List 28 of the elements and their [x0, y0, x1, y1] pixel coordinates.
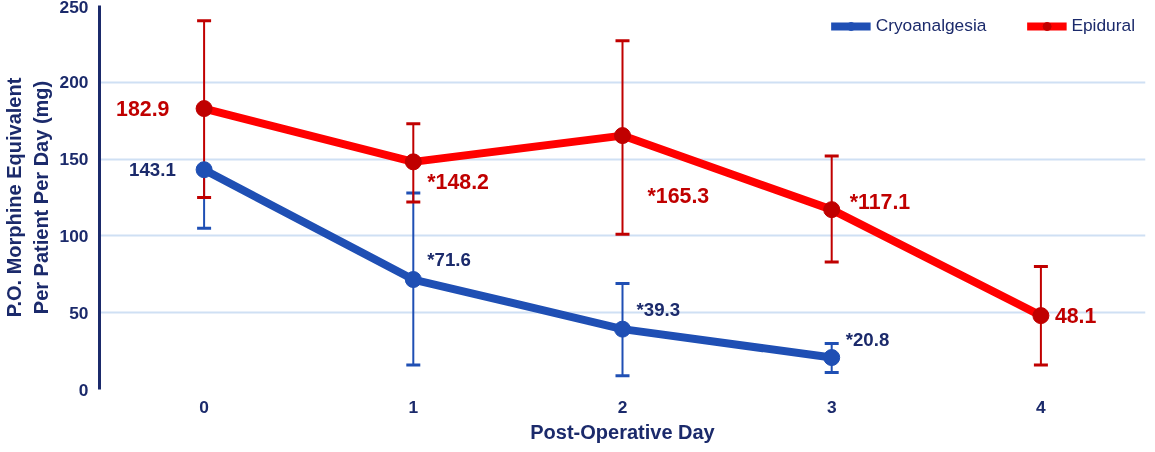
data-label: *39.3 — [636, 298, 681, 320]
point — [823, 349, 841, 367]
y-axis-title: P.O. Morphine Equivalent Per Patient Per Day (mg) — [3, 77, 52, 318]
y-tick-label: 250 — [59, 0, 89, 17]
legend-label: Cryoanalgesia — [875, 15, 987, 36]
y-tick-label: 0 — [78, 379, 89, 400]
data-label: 143.1 — [129, 159, 176, 181]
data-label: *71.6 — [427, 249, 471, 271]
data-label: *20.8 — [845, 329, 890, 351]
x-tick-label: 4 — [1036, 396, 1047, 417]
x-tick-label: 1 — [408, 396, 419, 417]
x-axis-title: Post-Operative Day — [530, 420, 716, 443]
x-tick-label: 0 — [199, 396, 209, 417]
data-label: *117.1 — [849, 189, 911, 214]
y-tick-label: 150 — [59, 149, 89, 170]
point — [404, 271, 422, 289]
data-label: 48.1 — [1054, 304, 1097, 329]
point — [195, 161, 213, 179]
point — [614, 320, 631, 338]
y-tick-label: 200 — [59, 72, 89, 93]
y-tick-label: 50 — [69, 302, 89, 323]
data-label: 182.9 — [116, 97, 170, 122]
data-label: *148.2 — [427, 169, 489, 194]
y-tick-label: 100 — [59, 225, 89, 246]
legend-label: Epidural — [1071, 15, 1135, 36]
x-tick-label: 2 — [617, 396, 628, 417]
x-tick-label: 3 — [826, 396, 837, 417]
data-label: *165.3 — [647, 183, 710, 208]
